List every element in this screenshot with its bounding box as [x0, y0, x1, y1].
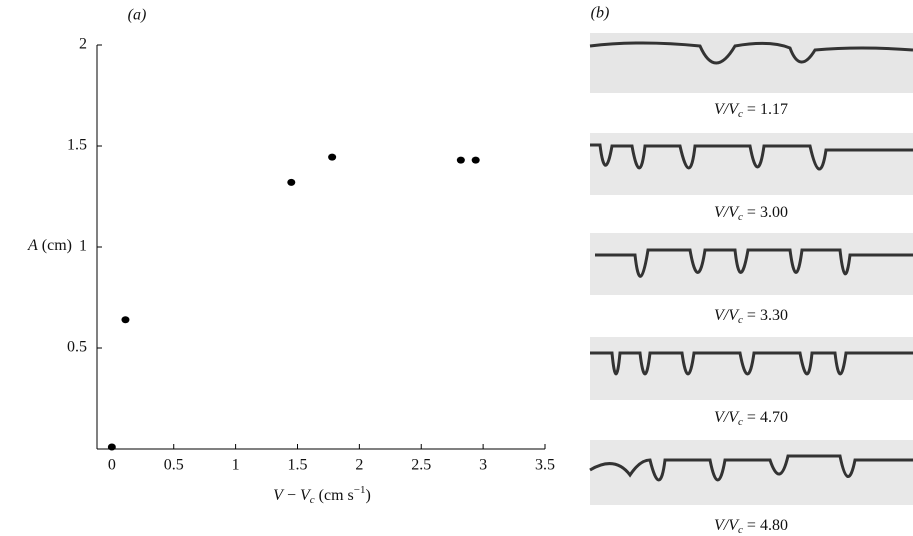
caption: V/Vc = 1.17: [714, 101, 788, 120]
caption-sub: c: [738, 211, 743, 223]
caption-sub: c: [738, 524, 743, 536]
x-tick-label: 3: [479, 457, 487, 474]
point: [287, 178, 296, 186]
y-label-unit: (cm): [38, 237, 72, 254]
point: [456, 156, 465, 164]
caption-lhs: V/V: [714, 517, 740, 534]
y-tick-label: 1: [79, 238, 87, 255]
point: [107, 443, 116, 451]
caption-lhs: V/V: [714, 204, 740, 221]
y-axis-label: A (cm): [27, 237, 72, 254]
caption: V/Vc = 3.00: [714, 204, 788, 223]
caption-rhs: = 4.70: [743, 409, 788, 426]
point: [328, 153, 337, 161]
x-label-exp: −1: [354, 484, 366, 496]
x-label-unit: (cm s: [315, 487, 354, 504]
x-label-var: V: [273, 487, 285, 504]
y-tick-label: 0.5: [67, 339, 87, 356]
caption: V/Vc = 4.70: [714, 409, 788, 428]
y-tick-label: 2: [79, 36, 87, 53]
caption: V/Vc = 4.80: [714, 517, 788, 536]
x-label-op: −: [283, 487, 300, 504]
caption-rhs: = 3.30: [743, 307, 788, 324]
photo-interface: [590, 143, 913, 171]
x-axis-label: V − Vc (cm s−1): [273, 484, 371, 506]
x-label-var: V: [300, 487, 312, 504]
point: [471, 156, 480, 164]
panel-label: (a): [128, 7, 147, 24]
photos: [589, 33, 913, 505]
caption-sub: c: [738, 314, 743, 326]
x-tick-label: 2: [355, 457, 363, 474]
photo-interface: [590, 351, 913, 376]
photo-interface: [595, 248, 913, 278]
x-tick-label: 1.5: [287, 457, 307, 474]
caption-sub: c: [738, 108, 743, 120]
photo: [590, 233, 913, 295]
y-label-var: A: [27, 237, 38, 254]
x-tick-label: 0: [108, 457, 116, 474]
panel-label: (b): [591, 5, 610, 22]
caption-lhs: V/V: [714, 101, 740, 118]
photo-interface: [589, 454, 913, 482]
x-label-close: ): [365, 487, 370, 504]
photo: [590, 133, 913, 195]
caption-rhs: = 1.17: [743, 101, 788, 118]
caption-rhs: = 3.00: [743, 204, 788, 221]
caption-rhs: = 4.80: [743, 517, 788, 534]
x-label-sub: c: [310, 494, 315, 506]
caption: V/Vc = 3.30: [714, 307, 788, 326]
caption-lhs: V/V: [714, 307, 740, 324]
caption-lhs: V/V: [714, 409, 740, 426]
y-tick-label: 1.5: [67, 137, 87, 154]
photo: [590, 440, 913, 505]
point: [121, 316, 130, 324]
x-tick-label: 0.5: [164, 457, 184, 474]
x-tick-label: 3.5: [535, 457, 555, 474]
x-tick-label: 1: [232, 457, 240, 474]
photo-interface: [589, 41, 913, 65]
x-tick-label: 2.5: [411, 457, 431, 474]
caption-sub: c: [738, 416, 743, 428]
